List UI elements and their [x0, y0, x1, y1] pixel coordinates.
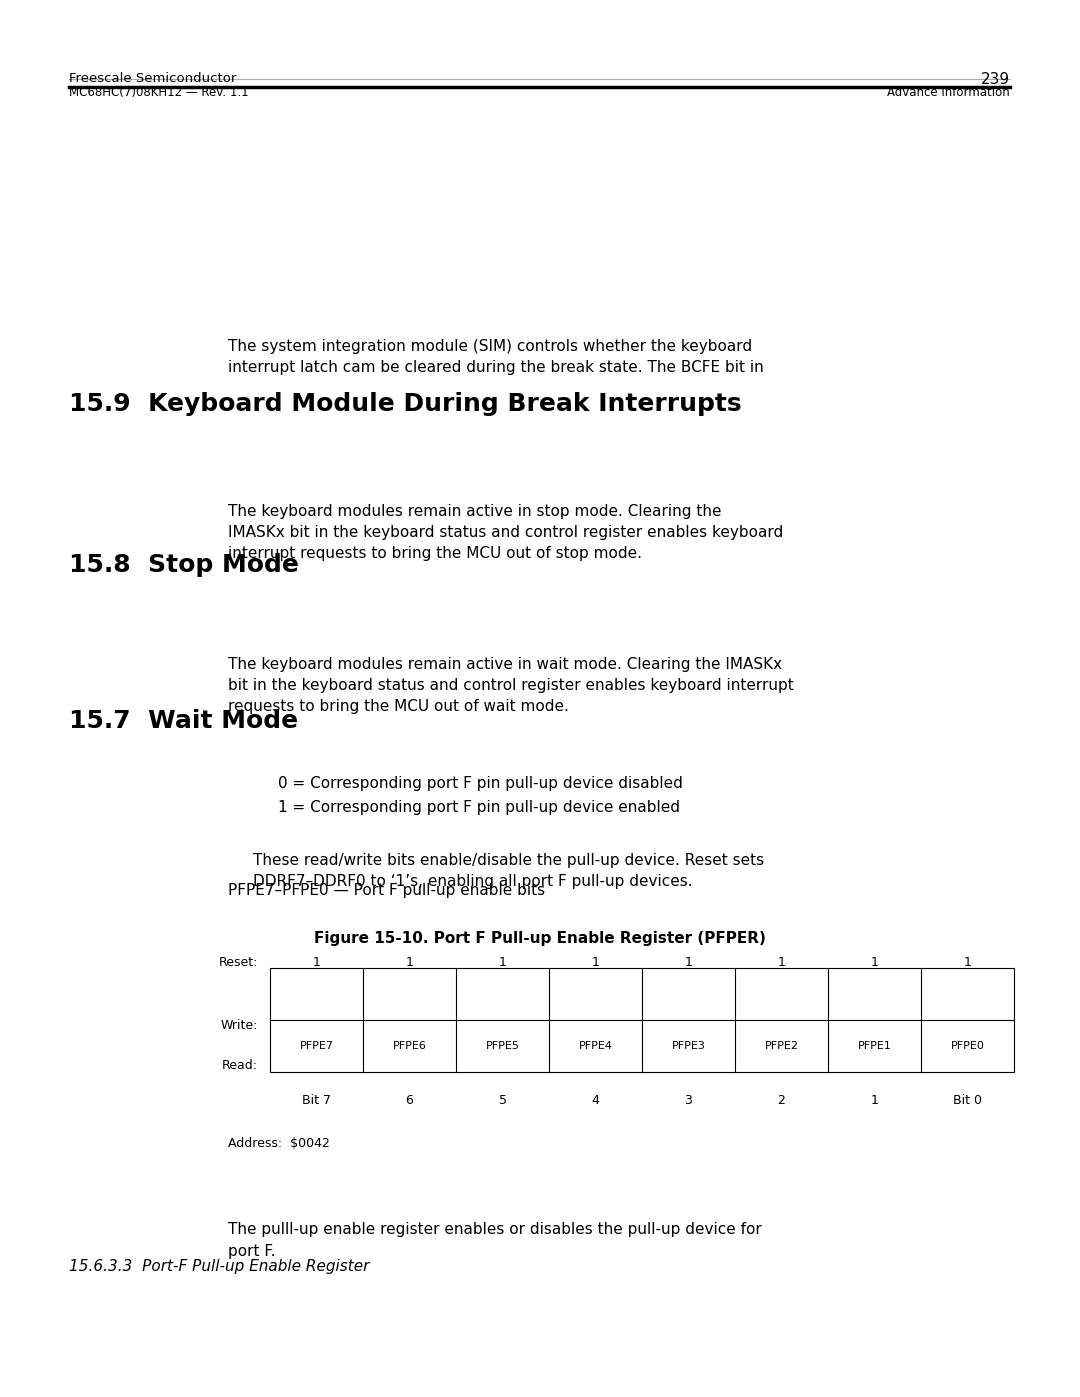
Text: These read/write bits enable/disable the pull-up device. Reset sets
DDRF7–DDRF0 : These read/write bits enable/disable the… [253, 854, 765, 888]
Text: PFPE4: PFPE4 [579, 1041, 612, 1051]
Text: 4: 4 [592, 1094, 599, 1106]
Text: 1: 1 [870, 1094, 878, 1106]
Text: PFPE3: PFPE3 [672, 1041, 705, 1051]
Text: 15.6.3.3  Port-F Pull-up Enable Register: 15.6.3.3 Port-F Pull-up Enable Register [69, 1259, 369, 1274]
Text: 15.7  Wait Mode: 15.7 Wait Mode [69, 710, 298, 733]
Text: 15.9  Keyboard Module During Break Interrupts: 15.9 Keyboard Module During Break Interr… [69, 393, 742, 416]
Text: 1: 1 [592, 957, 599, 970]
Text: 1: 1 [406, 957, 414, 970]
Text: PFPE2: PFPE2 [765, 1041, 798, 1051]
Text: PFPE7: PFPE7 [299, 1041, 334, 1051]
Text: Bit 7: Bit 7 [302, 1094, 330, 1106]
Text: 1: 1 [499, 957, 507, 970]
Text: 1 = Corresponding port F pin pull-up device enabled: 1 = Corresponding port F pin pull-up dev… [278, 800, 680, 814]
Text: The pulll-up enable register enables or disables the pull-up device for
port F.: The pulll-up enable register enables or … [228, 1222, 761, 1259]
Text: Figure 15-10. Port F Pull-up Enable Register (PFPER): Figure 15-10. Port F Pull-up Enable Regi… [314, 930, 766, 946]
Text: 1: 1 [685, 957, 692, 970]
Text: 3: 3 [685, 1094, 692, 1106]
Text: 239: 239 [981, 73, 1010, 87]
Text: PFPE6: PFPE6 [392, 1041, 427, 1051]
Text: The system integration module (SIM) controls whether the keyboard
interrupt latc: The system integration module (SIM) cont… [228, 339, 764, 374]
Text: Advance Information: Advance Information [888, 87, 1010, 99]
Text: 15.8  Stop Mode: 15.8 Stop Mode [69, 553, 299, 577]
Text: 1: 1 [312, 957, 321, 970]
Text: Address:  $0042: Address: $0042 [228, 1137, 329, 1150]
Bar [270, 968, 1014, 1071]
Text: PFPE5: PFPE5 [486, 1041, 519, 1051]
Text: Bit 0: Bit 0 [953, 1094, 982, 1106]
Text: The keyboard modules remain active in wait mode. Clearing the IMASKx
bit in the : The keyboard modules remain active in wa… [228, 657, 794, 714]
Text: PFPE1: PFPE1 [858, 1041, 891, 1051]
Text: Reset:: Reset: [218, 957, 258, 970]
Text: PFPE7–PFPE0 — Port F pull-up enable bits: PFPE7–PFPE0 — Port F pull-up enable bits [228, 883, 545, 898]
Text: 2: 2 [778, 1094, 785, 1106]
Text: 0 = Corresponding port F pin pull-up device disabled: 0 = Corresponding port F pin pull-up dev… [278, 775, 683, 791]
Text: Read:: Read: [222, 1059, 258, 1071]
Text: 1: 1 [963, 957, 971, 970]
Text: MC68HC(7)08KH12 — Rev. 1.1: MC68HC(7)08KH12 — Rev. 1.1 [69, 87, 248, 99]
Text: Freescale Semiconductor: Freescale Semiconductor [69, 73, 237, 85]
Text: PFPE0: PFPE0 [950, 1041, 985, 1051]
Text: Write:: Write: [220, 1018, 258, 1032]
Text: The keyboard modules remain active in stop mode. Clearing the
IMASKx bit in the : The keyboard modules remain active in st… [228, 504, 783, 562]
Text: 1: 1 [870, 957, 878, 970]
Text: 5: 5 [499, 1094, 507, 1106]
Text: 6: 6 [406, 1094, 414, 1106]
Text: 1: 1 [778, 957, 785, 970]
